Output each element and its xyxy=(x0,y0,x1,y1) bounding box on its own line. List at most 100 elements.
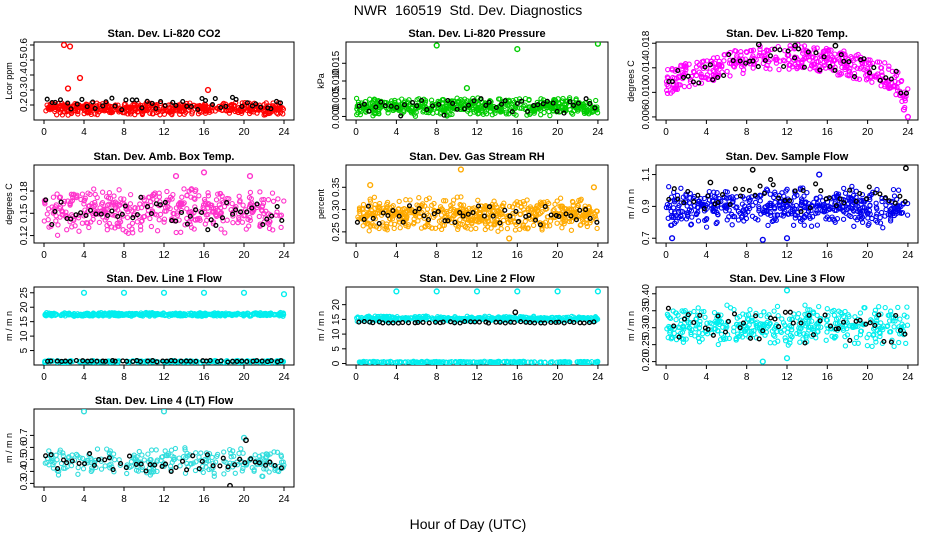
sample-point xyxy=(818,53,824,60)
sample-point xyxy=(557,195,564,201)
sample-point xyxy=(99,189,106,195)
x-tick-label: 12 xyxy=(781,250,793,261)
hourly-point xyxy=(414,103,420,109)
hourly-point xyxy=(195,106,201,113)
sample-point xyxy=(354,315,360,321)
sample-point xyxy=(781,210,787,216)
sample-point xyxy=(668,208,674,215)
sample-point xyxy=(111,193,117,199)
hourly-point xyxy=(237,209,244,215)
sample-point xyxy=(129,311,136,318)
sample-point xyxy=(673,218,679,225)
sample-point xyxy=(718,205,725,211)
sample-point xyxy=(83,220,90,226)
sample-point xyxy=(561,107,567,113)
sample-point xyxy=(379,359,385,365)
sample-point xyxy=(178,229,184,235)
sample-point xyxy=(281,198,287,204)
sample-point xyxy=(420,360,426,365)
sample-point xyxy=(85,190,91,196)
sample-point xyxy=(765,222,771,229)
sample-point xyxy=(733,48,739,54)
sample-point xyxy=(740,70,746,77)
x-tick-label: 8 xyxy=(434,127,440,138)
sample-point xyxy=(843,210,849,216)
hourly-point xyxy=(669,79,675,85)
hourly-point xyxy=(367,319,373,325)
hourly-point xyxy=(440,319,446,325)
hourly-point xyxy=(715,200,721,206)
sample-point xyxy=(165,204,171,210)
hourly-point xyxy=(187,358,193,364)
hourly-point xyxy=(813,181,819,187)
sample-point xyxy=(797,186,804,193)
sample-point xyxy=(383,314,389,320)
sample-point xyxy=(695,305,701,311)
sample-point xyxy=(386,359,392,365)
hourly-point xyxy=(781,63,787,70)
sample-point xyxy=(538,96,544,102)
hourly-point xyxy=(178,358,184,364)
hourly-point xyxy=(750,58,756,64)
sample-point xyxy=(824,214,830,220)
sample-point xyxy=(799,60,805,66)
hourly-point xyxy=(441,112,447,118)
y-tick-label: 0.4 xyxy=(19,68,30,82)
hourly-point xyxy=(268,106,274,112)
hourly-point xyxy=(144,98,150,104)
sample-point xyxy=(363,359,370,365)
sample-point xyxy=(118,196,124,202)
sample-point xyxy=(181,186,187,192)
y-tick-label: 0.12 xyxy=(19,225,30,245)
plot-frame xyxy=(33,286,295,366)
sample-point xyxy=(666,184,672,190)
sample-point xyxy=(578,222,584,228)
sample-point xyxy=(157,211,164,218)
hourly-point xyxy=(671,186,677,192)
sample-point xyxy=(116,187,122,193)
sample-point xyxy=(786,57,792,63)
sample-point xyxy=(856,76,863,82)
sample-point xyxy=(538,104,544,111)
sample-point xyxy=(745,209,751,215)
hourly-point xyxy=(587,100,593,106)
hourly-point xyxy=(800,187,806,194)
hourly-point xyxy=(268,358,274,364)
sample-point xyxy=(391,221,398,227)
hourly-point xyxy=(401,102,408,108)
sample-point xyxy=(202,209,208,215)
hourly-point xyxy=(447,319,454,325)
hourly-point xyxy=(148,211,155,217)
hourly-point xyxy=(112,358,118,364)
sample-point xyxy=(104,312,110,318)
sample-point xyxy=(494,217,500,223)
sample-point xyxy=(266,221,272,227)
sample-point xyxy=(443,198,449,204)
hourly-point xyxy=(184,103,190,109)
sample-point xyxy=(690,195,696,202)
hourly-point xyxy=(361,216,367,222)
sample-point xyxy=(267,218,273,225)
sample-point xyxy=(873,217,879,224)
hourly-point xyxy=(184,221,190,227)
outlier-point xyxy=(457,166,465,173)
hourly-point xyxy=(92,105,98,111)
outlier-point xyxy=(904,113,911,120)
sample-point xyxy=(473,359,480,365)
sample-point xyxy=(179,194,185,200)
sample-point xyxy=(795,59,801,66)
hourly-point xyxy=(180,98,186,105)
sample-point xyxy=(806,57,813,63)
sample-point xyxy=(849,205,855,212)
hourly-point xyxy=(429,103,436,109)
sample-point xyxy=(107,107,114,114)
sample-point xyxy=(486,313,492,320)
sample-point xyxy=(188,186,195,192)
hourly-point xyxy=(886,198,892,204)
sample-point xyxy=(136,312,142,318)
hourly-point xyxy=(577,320,583,326)
sample-point xyxy=(50,194,57,200)
y-tick-label: 0.3 xyxy=(19,83,30,97)
sample-point xyxy=(801,213,807,219)
x-tick-label: 20 xyxy=(238,127,250,138)
